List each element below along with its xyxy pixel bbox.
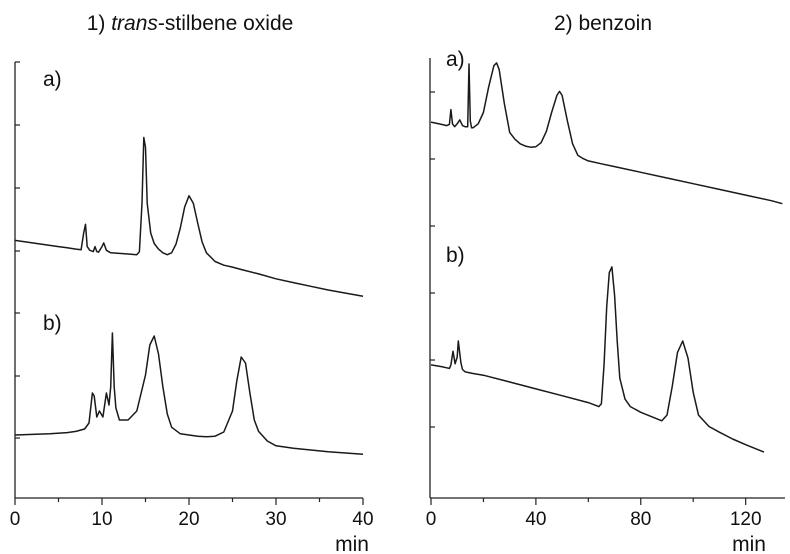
x-tick-label: 10 [91,509,112,530]
chromatogram-trace-a [430,62,783,205]
panel-1-series-b-label: b) [43,312,62,335]
panel-1-series-a-label: a) [43,68,62,91]
panel-2-series-a-label: a) [446,48,465,71]
x-tick-label: 0 [10,509,21,530]
x-tick-label: 120 [730,509,762,530]
panel-2-x-ticks: 0 40 80 120 [426,91,762,530]
x-tick-label: 80 [630,509,651,530]
panel-2-series-b-label: b) [446,244,465,267]
chromatogram-trace-a [14,136,364,297]
chromatogram-trace-b [430,266,765,453]
panel-trans-stilbene-oxide: 1) trans-stilbene oxide 0 10 20 30 40 min a)… [10,12,374,554]
panel-1-title: 1) trans-stilbene oxide [87,12,294,35]
chromatogram-trace-b [14,332,364,455]
x-tick-label: 30 [265,509,286,530]
panel-1-x-axis-label: min [335,533,369,554]
panel-2-traces [430,62,783,453]
panel-2-x-axis-label: min [732,533,766,554]
panel-2-title: 2) benzoin [554,12,652,35]
panel-benzoin: 2) benzoin 0 40 80 120 min a) b) [426,12,785,554]
x-tick-label: 0 [426,509,437,530]
panel-1-traces [14,136,364,455]
panel-1-x-ticks: 0 10 20 30 40 [10,61,374,530]
x-tick-label: 40 [525,509,546,530]
x-tick-label: 20 [178,509,199,530]
x-tick-label: 40 [352,509,373,530]
